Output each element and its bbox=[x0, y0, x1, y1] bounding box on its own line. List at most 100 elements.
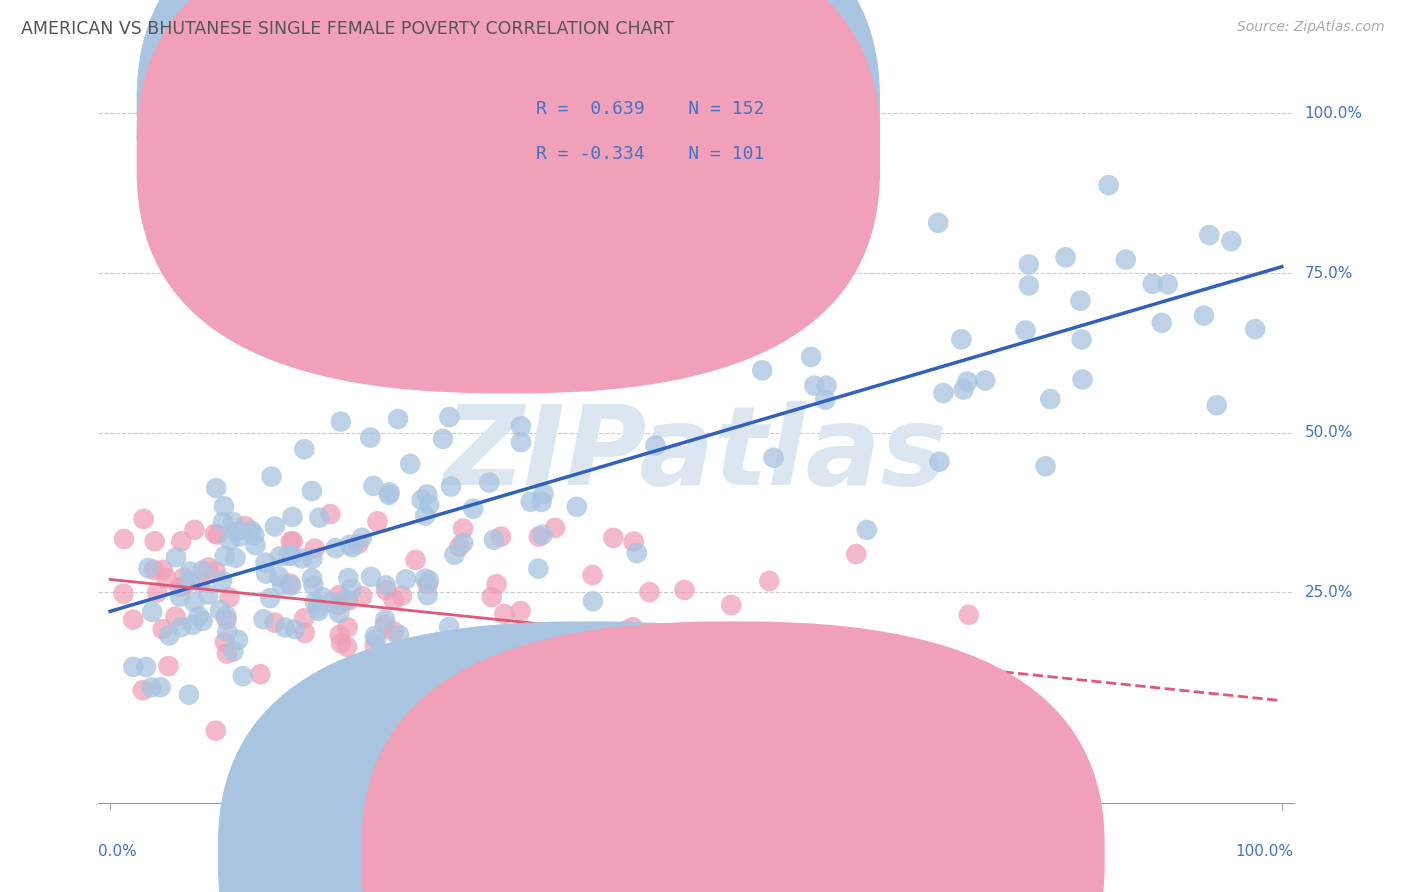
Point bbox=[259, 591, 281, 606]
Point bbox=[405, 553, 427, 567]
Point bbox=[815, 378, 838, 392]
Point bbox=[252, 612, 274, 626]
Text: R =  0.639    N = 152: R = 0.639 N = 152 bbox=[536, 100, 765, 118]
Point bbox=[135, 660, 157, 674]
Point bbox=[366, 632, 388, 647]
Point bbox=[112, 532, 135, 546]
Point bbox=[387, 665, 409, 679]
Point bbox=[263, 519, 285, 533]
Point bbox=[215, 647, 238, 661]
Point bbox=[1098, 178, 1121, 193]
Text: 100.0%: 100.0% bbox=[1305, 106, 1362, 121]
Point bbox=[304, 595, 326, 609]
Point bbox=[274, 620, 297, 634]
Point bbox=[132, 512, 155, 526]
FancyBboxPatch shape bbox=[470, 78, 804, 188]
Point bbox=[374, 617, 396, 632]
Point bbox=[395, 572, 418, 586]
Point bbox=[284, 622, 307, 636]
Point bbox=[215, 613, 238, 627]
Point bbox=[950, 332, 973, 346]
Point bbox=[146, 585, 169, 599]
Point bbox=[399, 457, 422, 471]
Point bbox=[437, 620, 460, 634]
Point bbox=[311, 590, 333, 604]
Point bbox=[941, 754, 963, 768]
Point bbox=[179, 565, 201, 579]
Point bbox=[956, 375, 979, 389]
Point bbox=[172, 579, 194, 593]
Point bbox=[280, 549, 302, 563]
Point bbox=[271, 578, 294, 592]
Text: 75.0%: 75.0% bbox=[1305, 266, 1353, 281]
Point bbox=[591, 722, 613, 736]
Point bbox=[212, 500, 235, 514]
Point bbox=[411, 492, 433, 507]
Point bbox=[340, 691, 363, 706]
Point bbox=[1018, 278, 1040, 293]
Point bbox=[384, 659, 406, 673]
Point bbox=[354, 699, 377, 714]
Point bbox=[762, 450, 785, 465]
Point bbox=[269, 570, 291, 584]
Point bbox=[527, 530, 550, 544]
Point bbox=[301, 483, 323, 498]
Point bbox=[214, 635, 236, 649]
Point bbox=[1205, 398, 1227, 412]
Point bbox=[249, 667, 271, 681]
Point bbox=[581, 568, 603, 582]
Point bbox=[567, 631, 589, 645]
Point bbox=[643, 648, 665, 663]
Point bbox=[638, 585, 661, 599]
Point bbox=[299, 695, 322, 709]
Point bbox=[212, 515, 235, 529]
Point bbox=[803, 378, 825, 392]
Point bbox=[530, 495, 553, 509]
Point bbox=[350, 531, 373, 545]
Point bbox=[339, 538, 361, 552]
Point bbox=[449, 540, 471, 554]
Point bbox=[294, 626, 316, 640]
Text: 50.0%: 50.0% bbox=[1305, 425, 1353, 440]
Point bbox=[333, 593, 356, 607]
Point bbox=[179, 574, 201, 589]
Point bbox=[728, 633, 751, 648]
Point bbox=[177, 688, 200, 702]
Point bbox=[112, 587, 135, 601]
Text: Bhutanese: Bhutanese bbox=[754, 846, 842, 863]
Point bbox=[352, 589, 374, 603]
Point bbox=[122, 613, 145, 627]
Point bbox=[489, 530, 512, 544]
Point bbox=[389, 668, 412, 682]
Point bbox=[245, 538, 267, 552]
Point bbox=[197, 588, 219, 602]
Point bbox=[378, 488, 401, 502]
Point bbox=[1157, 277, 1180, 292]
Point bbox=[952, 383, 974, 397]
Point bbox=[225, 524, 247, 539]
Point bbox=[142, 563, 165, 577]
Point bbox=[510, 435, 533, 450]
Point bbox=[308, 604, 330, 618]
Point bbox=[506, 627, 529, 641]
Point bbox=[170, 620, 193, 634]
Point bbox=[440, 479, 463, 493]
Point bbox=[302, 578, 325, 592]
Point bbox=[1039, 392, 1062, 406]
Point bbox=[1244, 322, 1267, 336]
Point bbox=[413, 508, 436, 523]
Point bbox=[209, 603, 232, 617]
Point bbox=[240, 524, 263, 538]
Point bbox=[269, 549, 291, 564]
Point bbox=[173, 570, 195, 584]
Point bbox=[347, 537, 370, 551]
Point bbox=[319, 507, 342, 521]
Point bbox=[132, 683, 155, 698]
Point bbox=[516, 690, 538, 705]
Text: AMERICAN VS BHUTANESE SINGLE FEMALE POVERTY CORRELATION CHART: AMERICAN VS BHUTANESE SINGLE FEMALE POVE… bbox=[21, 20, 675, 37]
Point bbox=[143, 534, 166, 549]
Point bbox=[280, 534, 302, 549]
Point bbox=[533, 487, 555, 501]
Point bbox=[756, 646, 779, 660]
Point bbox=[359, 431, 381, 445]
